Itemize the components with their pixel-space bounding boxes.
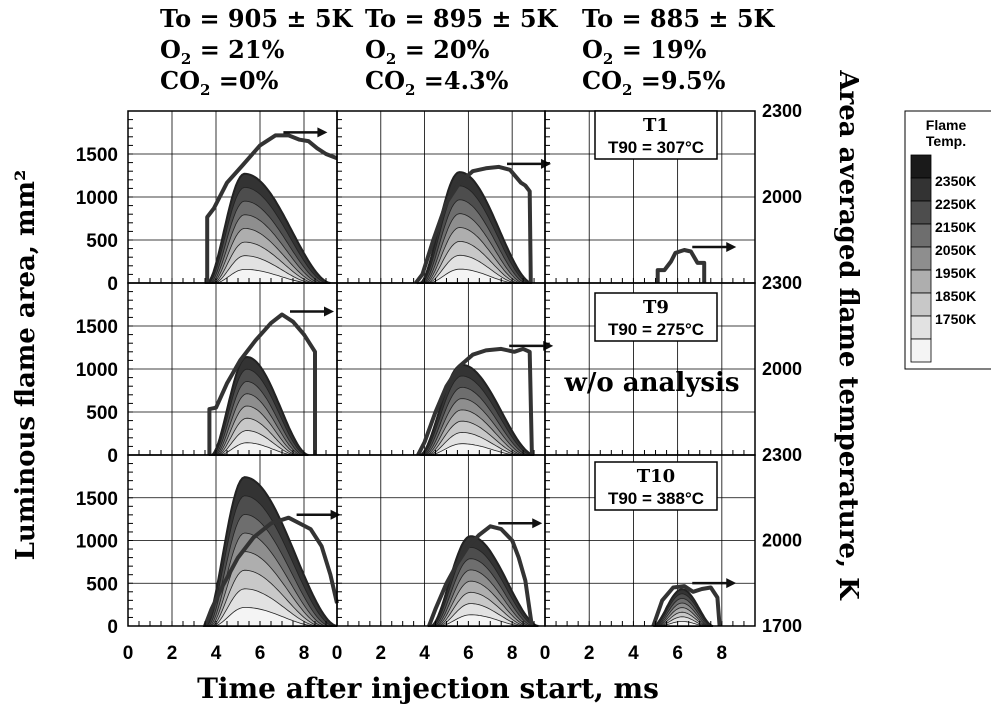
fuel-label-box <box>594 461 718 511</box>
legend-swatch <box>910 154 932 179</box>
arrow-head <box>726 242 737 253</box>
arrow-head <box>532 518 543 529</box>
legend: Flame Temp. 2350K 2250K 2150K 2050K 1950K 185… <box>904 110 991 370</box>
x-tick-label: 0 <box>540 643 551 664</box>
x-tick-label: 4 <box>628 643 639 664</box>
legend-swatch <box>910 223 932 248</box>
temperature-line <box>651 584 722 627</box>
temperature-line <box>203 515 339 627</box>
condition-o2: O2 = 19% <box>582 35 707 68</box>
y-tick-label: 500 <box>86 574 118 595</box>
condition-to: To = 895 ± 5K <box>365 4 559 33</box>
legend-title: Flame <box>926 117 967 133</box>
y2-tick-label: 2000 <box>762 187 802 207</box>
y2-tick-label: 2000 <box>762 531 802 551</box>
legend-label: 1850K <box>935 288 976 304</box>
fuel-t90: T90 = 388°C <box>608 489 704 508</box>
arrow-head <box>726 578 737 589</box>
arrow-head <box>317 127 328 138</box>
y2-tick-label: 2300 <box>762 445 802 465</box>
y-tick-label: 1000 <box>76 532 118 553</box>
x-tick-label: 8 <box>299 643 310 664</box>
fuel-name: T9 <box>643 297 669 318</box>
legend-swatch <box>910 292 932 317</box>
legend-label: 2150K <box>935 219 976 235</box>
fuel-label-box <box>594 292 718 342</box>
fuel-t90: T90 = 275°C <box>608 320 704 339</box>
x-tick-label: 6 <box>672 643 683 664</box>
y2-tick-label: 2000 <box>762 359 802 379</box>
legend-swatch <box>910 338 932 363</box>
condition-col-1: To = 905 ± 5K O2 = 21% CO2 =0% <box>160 4 354 99</box>
y-tick-label: 1000 <box>76 360 118 381</box>
plot-grid: 0 500 1000 1500 0 500 1000 1500 0 500 1000 1500 2300… <box>76 101 802 664</box>
y2-tick-label: 2300 <box>762 101 802 121</box>
condition-col-3: To = 885 ± 5K O2 = 19% CO2 =9.5% <box>582 4 776 99</box>
legend-label: 1750K <box>935 311 976 327</box>
y-axis-right-label: Area averaged flame temperature, K <box>833 69 863 601</box>
x-tick-label: 6 <box>463 643 474 664</box>
fuel-label-box <box>594 110 718 160</box>
x-tick-label: 8 <box>507 643 518 664</box>
condition-o2: O2 = 20% <box>365 35 490 68</box>
condition-col-2: To = 895 ± 5K O2 = 20% CO2 =4.3% <box>365 4 559 99</box>
legend-label: 2250K <box>935 196 976 212</box>
arrow-head <box>324 306 334 317</box>
y2-tick-label: 1700 <box>762 616 802 636</box>
y-tick-label: 500 <box>86 403 118 424</box>
x-tick-label: 4 <box>211 643 222 664</box>
y-tick-label: 0 <box>107 617 118 638</box>
y-axis-left-label: Luminous flame area, mm² <box>11 170 41 561</box>
x-tick-label: 8 <box>717 643 728 664</box>
x-tick-label: 4 <box>419 643 430 664</box>
legend-label: 2350K <box>935 173 976 189</box>
x-tick-label: 2 <box>167 643 178 664</box>
x-axis-label: Time after injection start, ms <box>197 672 659 705</box>
legend-label: 1950K <box>935 265 976 281</box>
temperature-line <box>207 312 317 455</box>
x-tick-label: 6 <box>255 643 266 664</box>
temperature-line <box>414 164 533 285</box>
temperature-line <box>655 248 707 283</box>
condition-co2: CO2 =9.5% <box>582 66 726 99</box>
condition-co2: CO2 =0% <box>160 66 279 99</box>
legend-title: Temp. <box>926 133 966 149</box>
y-tick-label: 1500 <box>76 317 118 338</box>
fuel-name: T10 <box>637 466 675 487</box>
x-tick-label: 0 <box>123 643 134 664</box>
y-tick-label: 1500 <box>76 489 118 510</box>
temperature-line <box>427 524 534 627</box>
condition-header: To = 905 ± 5K O2 = 21% CO2 =0% To = 895 … <box>160 4 776 99</box>
temperature-line <box>416 346 534 456</box>
y-tick-label: 0 <box>107 446 118 467</box>
condition-to: To = 885 ± 5K <box>582 4 776 33</box>
legend-label: 2050K <box>935 242 976 258</box>
arrow-head <box>541 158 552 169</box>
condition-co2: CO2 =4.3% <box>365 66 509 99</box>
condition-o2: O2 = 21% <box>160 35 285 68</box>
empty-panel-label: w/o analysis <box>563 368 739 398</box>
fuel-name: T1 <box>643 115 669 136</box>
temperature-line <box>205 133 338 283</box>
x-tick-label: 2 <box>376 643 387 664</box>
arrow-head <box>330 509 341 520</box>
legend-swatch <box>910 177 932 202</box>
legend-swatch <box>910 269 932 294</box>
y-tick-label: 0 <box>107 274 118 295</box>
legend-swatch <box>910 200 932 225</box>
y2-tick-label: 2300 <box>762 273 802 293</box>
condition-to: To = 905 ± 5K <box>160 4 354 33</box>
x-tick-label: 0 <box>332 643 343 664</box>
legend-swatch <box>910 315 932 340</box>
y-tick-label: 500 <box>86 231 118 252</box>
x-tick-label: 2 <box>584 643 595 664</box>
fuel-t90: T90 = 307°C <box>608 138 704 157</box>
y-tick-label: 1000 <box>76 188 118 209</box>
y-tick-label: 1500 <box>76 145 118 166</box>
legend-swatch <box>910 246 932 271</box>
